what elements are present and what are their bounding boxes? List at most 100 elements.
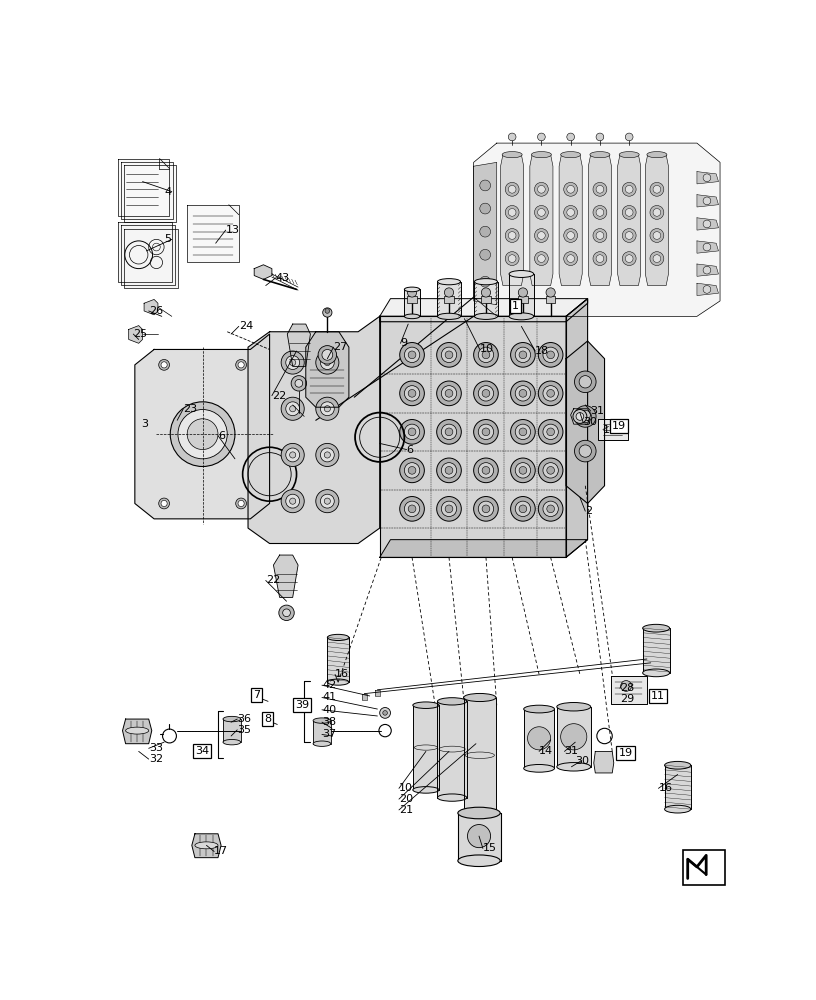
Circle shape [508,255,516,262]
Ellipse shape [126,727,149,734]
Circle shape [519,351,527,359]
Circle shape [703,286,711,293]
Circle shape [446,351,453,359]
Circle shape [178,410,227,459]
Text: 16: 16 [659,783,672,793]
Polygon shape [413,705,439,790]
Polygon shape [618,155,641,286]
Circle shape [593,182,607,196]
Circle shape [596,209,604,216]
Text: 41: 41 [322,692,336,702]
Circle shape [446,389,453,397]
Circle shape [400,420,424,444]
Bar [445,296,454,303]
Circle shape [543,347,558,363]
Ellipse shape [458,855,500,867]
Ellipse shape [413,702,439,708]
Circle shape [596,232,604,239]
Text: 12: 12 [603,425,617,435]
Circle shape [650,205,664,219]
Circle shape [437,381,461,406]
Text: 31: 31 [591,406,605,416]
Circle shape [511,458,535,483]
Bar [683,850,725,885]
Circle shape [446,505,453,513]
Circle shape [547,466,555,474]
Circle shape [623,252,636,266]
Circle shape [408,351,416,359]
Circle shape [621,681,632,691]
Text: 25: 25 [133,329,148,339]
Text: 31: 31 [565,746,579,756]
Circle shape [473,458,499,483]
Circle shape [324,498,330,504]
Circle shape [324,406,330,412]
Bar [546,296,555,303]
Polygon shape [287,324,310,366]
Text: 2: 2 [585,506,592,516]
Circle shape [579,445,592,457]
Circle shape [515,347,530,363]
Text: 14: 14 [539,746,553,756]
Circle shape [158,498,170,509]
Circle shape [538,133,545,141]
Circle shape [505,205,519,219]
Ellipse shape [474,279,498,285]
Circle shape [593,252,607,266]
Circle shape [534,229,548,242]
Circle shape [703,243,711,251]
Circle shape [573,410,587,423]
Circle shape [593,229,607,242]
Circle shape [321,402,335,416]
Circle shape [539,420,563,444]
Circle shape [579,410,592,423]
Polygon shape [313,721,331,744]
Circle shape [405,386,419,401]
Circle shape [593,205,607,219]
Polygon shape [566,341,605,503]
Text: 18: 18 [535,346,549,356]
Polygon shape [144,299,158,315]
Circle shape [511,343,535,367]
Circle shape [480,226,490,237]
Polygon shape [187,205,239,262]
Ellipse shape [664,761,691,769]
Text: 13: 13 [226,225,240,235]
Ellipse shape [463,809,496,817]
Text: 34: 34 [195,746,209,756]
Polygon shape [437,701,467,798]
Circle shape [441,424,457,440]
Polygon shape [559,155,582,286]
Circle shape [407,288,417,297]
Circle shape [478,501,494,517]
Text: 26: 26 [149,306,163,316]
Text: 8: 8 [264,714,272,724]
Polygon shape [129,326,143,343]
Circle shape [625,133,633,141]
Polygon shape [459,813,500,861]
Polygon shape [362,694,366,700]
Circle shape [703,266,711,274]
Polygon shape [697,241,719,253]
Circle shape [625,232,633,239]
Polygon shape [379,316,566,557]
Circle shape [564,252,578,266]
Circle shape [480,180,490,191]
Bar [481,296,490,303]
Circle shape [511,420,535,444]
Text: 30: 30 [575,756,589,766]
Polygon shape [224,719,241,742]
Circle shape [473,497,499,521]
Circle shape [508,185,516,193]
Circle shape [290,406,295,412]
Polygon shape [124,165,175,222]
Circle shape [437,458,461,483]
Text: 37: 37 [322,729,336,739]
Ellipse shape [458,807,500,819]
Ellipse shape [509,271,534,277]
Ellipse shape [413,787,439,793]
Circle shape [478,424,494,440]
Ellipse shape [463,693,496,702]
Circle shape [480,249,490,260]
Polygon shape [327,637,349,682]
